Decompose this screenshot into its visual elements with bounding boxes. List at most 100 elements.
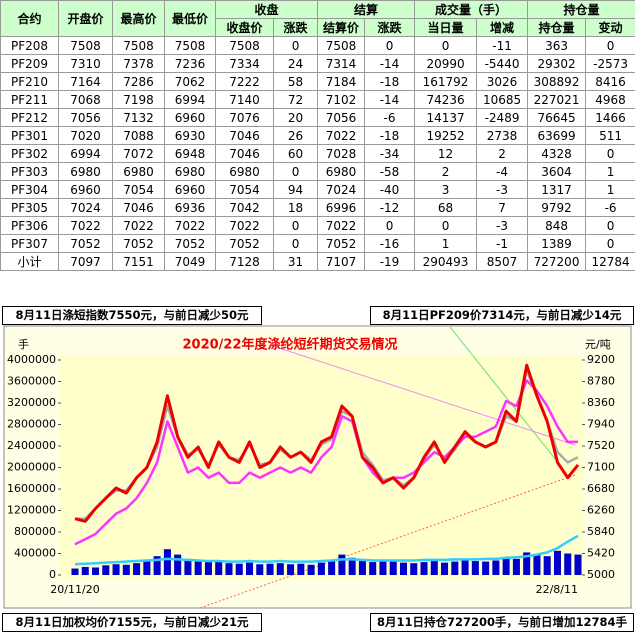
header-cell: 收盘 [214, 0, 319, 19]
table-row: PF304 6960 7054 6960 7054 94 7024 -40 3 -3 1317 1 [0, 180, 635, 199]
table-cell: 7056 [317, 108, 366, 127]
table-row: PF303 6980 6980 6980 6980 0 6980 -58 2 -4 3604 1 [0, 162, 635, 181]
volume-bar [225, 563, 233, 575]
volume-bar [122, 564, 130, 575]
table-cell: 7022 [112, 216, 165, 235]
table-cell: 7508 [317, 36, 366, 55]
table-cell: 0 [585, 144, 635, 163]
table-cell: 6960 [164, 180, 216, 199]
volume-bar [276, 563, 284, 575]
table-cell: 7334 [215, 54, 274, 73]
table-row: PF305 7024 7046 6936 7042 18 6996 -12 68 7 9792 -6 [0, 198, 635, 217]
x-tick-label: 20/11/20 [50, 583, 99, 596]
volume-bar [245, 562, 254, 575]
volume-bar [420, 562, 428, 575]
y-tick-label: 400000 [14, 547, 56, 560]
table-cell: 7184 [317, 72, 366, 91]
table-cell: -1 [476, 234, 529, 253]
table-row: PF306 7022 7022 7022 7022 0 7022 0 0 -3 848 0 [0, 216, 635, 235]
table-cell: 58 [272, 72, 319, 91]
note: 8月11日加权均价7155元，与前日减少21元 [2, 613, 262, 632]
y-tick-label: 1600000 [7, 482, 56, 495]
table-cell: 1389 [527, 234, 587, 253]
y2-tick-label: 5000 [587, 568, 615, 581]
table-cell: 29302 [527, 54, 587, 73]
volume-bar [317, 562, 325, 575]
table-cell: 7102 [317, 90, 366, 109]
table-cell: PF302 [0, 144, 59, 163]
table-cell: 0 [585, 234, 635, 253]
table-cell: -18 [364, 126, 416, 145]
header-cell: 合约 [0, 0, 59, 37]
header-cell: 结算 [317, 0, 416, 19]
table-row: PF210 7164 7286 7062 7222 58 7184 -18 161792 3026… [0, 72, 635, 91]
table-cell: 3026 [476, 72, 529, 91]
y2-tick-label: 7100 [587, 461, 615, 474]
volume-bar [461, 559, 469, 575]
y-axis-label: 手 [18, 337, 29, 351]
table-cell: 1466 [585, 108, 635, 127]
table-cell: 7076 [215, 108, 274, 127]
y2-tick-label: 7940 [587, 418, 615, 431]
table-cell: -6 [585, 198, 635, 217]
y-tick-label: 1200000 [7, 504, 56, 517]
table-cell: PF208 [0, 36, 59, 55]
header-cell: 持仓量 [527, 0, 635, 19]
volume-bar [143, 561, 151, 575]
volume-bar [71, 568, 79, 575]
y2-tick-label: 9200 [587, 353, 615, 366]
header-cell: 增减 [476, 18, 529, 37]
table-cell: 12 [414, 144, 478, 163]
header-cell: 开盘价 [58, 0, 113, 37]
table-cell: 227021 [527, 90, 587, 109]
table-row: PF212 7056 7132 6960 7076 20 7056 -6 14137 -2489 7… [0, 108, 635, 127]
table-cell: PF212 [0, 108, 59, 127]
volume-bar [451, 561, 459, 575]
table-cell: 1 [585, 180, 635, 199]
data-table: 合约 开盘价 最高价 最低价 收盘 结算 成交量（手） 持仓量 收盘价 涨跌 结算价 涨跌 当日量 增减持… [0, 0, 635, 271]
table-cell: 20990 [414, 54, 478, 73]
volume-bar [174, 554, 182, 575]
table-cell: 74236 [414, 90, 478, 109]
table-cell: 7046 [112, 198, 165, 217]
table-cell: 94 [272, 180, 319, 199]
volume-bar [410, 563, 418, 575]
table-cell: 7378 [112, 54, 165, 73]
header-cell: 最低价 [164, 0, 216, 37]
plot-area [60, 355, 583, 580]
table-cell: PF307 [0, 234, 59, 253]
table-cell: PF210 [0, 72, 59, 91]
table-cell: -4 [476, 162, 529, 181]
table-cell: -6 [364, 108, 416, 127]
table-cell: 7286 [112, 72, 165, 91]
note: 8月11日PF209价7314元，与前日减少14元 [370, 306, 634, 325]
table-cell: 6960 [58, 180, 113, 199]
table-cell: -18 [364, 72, 416, 91]
table-row: PF302 6994 7072 6948 7046 60 7028 -34 12 2 4328 0 [0, 144, 635, 163]
table-cell: 0 [414, 216, 478, 235]
table-cell: 7236 [164, 54, 216, 73]
table-cell: 0 [272, 36, 319, 55]
volume-bar [235, 563, 243, 575]
volume-bar [441, 562, 449, 575]
volume-bar [399, 562, 408, 575]
volume-bar [204, 562, 212, 575]
table-cell: -11 [476, 36, 529, 55]
table-cell: 7022 [164, 216, 216, 235]
table-cell: -12 [364, 198, 416, 217]
table-cell: PF304 [0, 180, 59, 199]
y-tick-label: 0 [49, 568, 56, 581]
volume-bar [328, 561, 336, 575]
header-cell: 当日量 [414, 18, 478, 37]
table-cell: 4328 [527, 144, 587, 163]
chart: 2020/22年度涤纶短纤期货交易情况 手 元/吨 0 400000 800000 1… [3, 325, 632, 609]
table-cell: 0 [272, 162, 319, 181]
table-cell: 7054 [215, 180, 274, 199]
volume-bar [102, 565, 110, 575]
volume-bar [574, 554, 582, 575]
table-cell: 7046 [215, 126, 274, 145]
y-tick-label: 4000000 [7, 353, 56, 366]
volume-bar [287, 564, 295, 575]
table-cell: 7049 [164, 252, 216, 271]
